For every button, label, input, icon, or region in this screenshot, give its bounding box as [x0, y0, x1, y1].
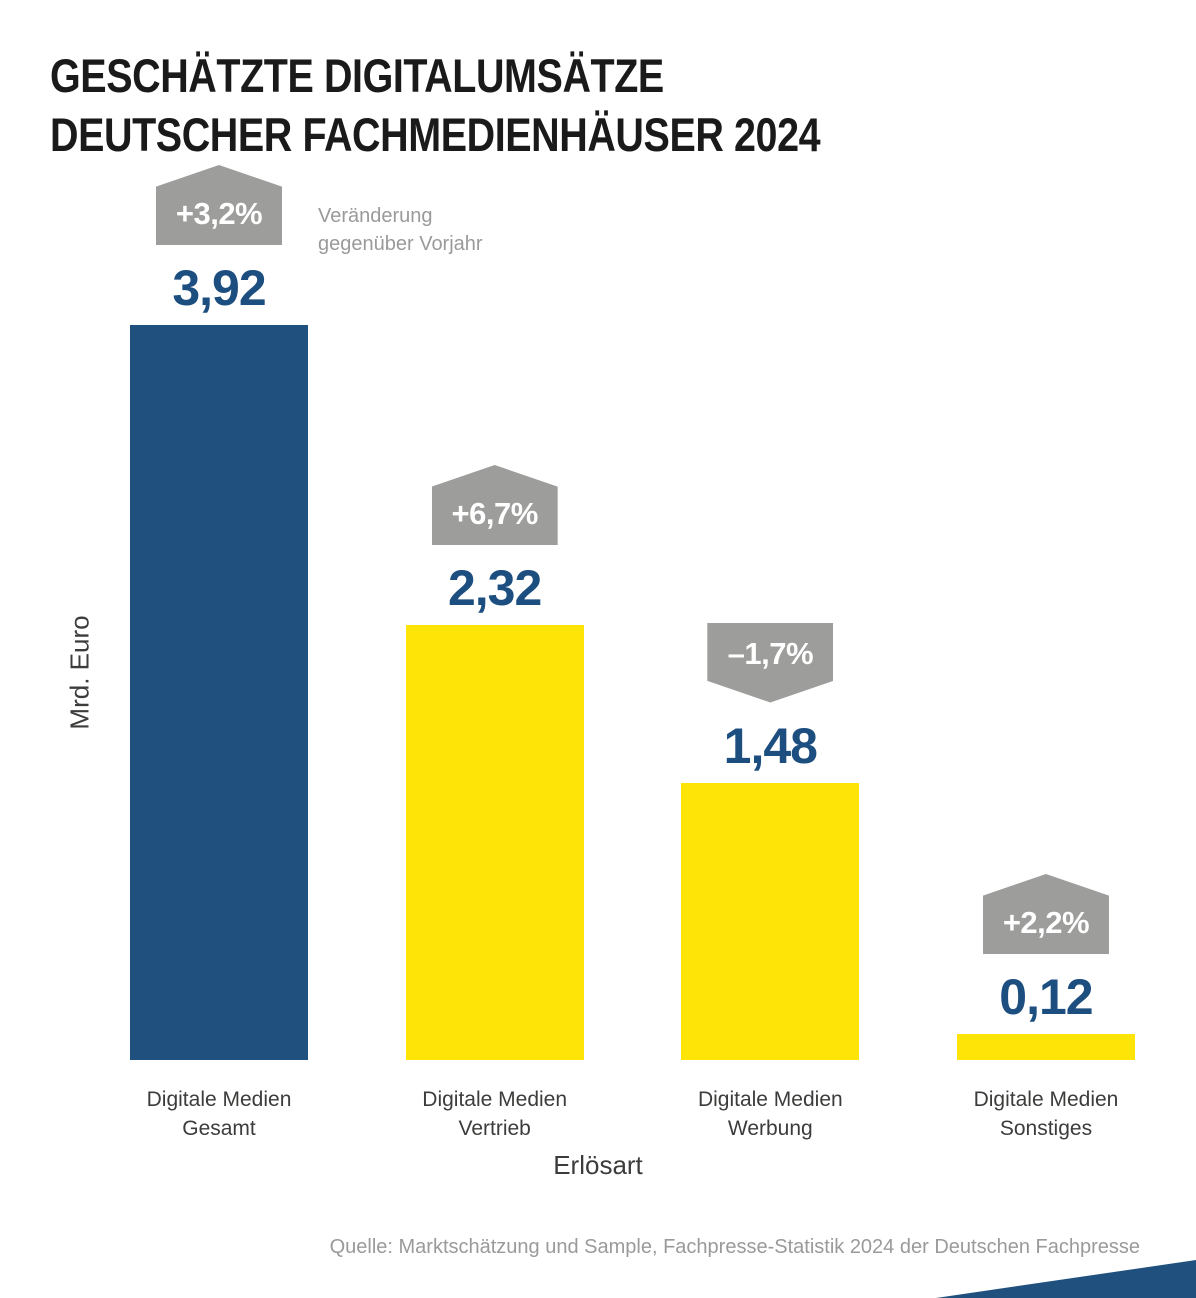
bar	[405, 625, 584, 1060]
bar	[681, 782, 860, 1060]
category-label-line2: Werbung	[727, 1117, 813, 1140]
chart-area: +3,2% 3,92 +6,7% 2,32 –1,7% 1,48 +2,2% 0…	[130, 165, 1135, 1060]
category-label-line2: Vertrieb	[458, 1117, 531, 1140]
category-label-line2: Gesamt	[182, 1117, 256, 1140]
source-text: Quelle: Marktschätzung und Sample, Fachp…	[329, 1236, 1140, 1258]
change-badge-label: +2,2%	[1002, 905, 1090, 940]
bar-column-werbung: –1,7% 1,48	[681, 622, 860, 1060]
category-label: Digitale Medien Gesamt	[130, 1085, 308, 1143]
page-title-line1: GESCHÄTZTE DIGITALUMSÄTZE	[50, 49, 664, 102]
value-label: 1,48	[723, 717, 818, 774]
corner-accent-shape	[936, 1260, 1196, 1298]
page-title: GESCHÄTZTE DIGITALUMSÄTZE DEUTSCHER FACH…	[50, 46, 821, 164]
change-badge: –1,7%	[707, 622, 834, 703]
change-badge: +6,7%	[431, 465, 558, 545]
change-badge: +2,2%	[982, 874, 1109, 954]
category-label: Digitale Medien Vertrieb	[406, 1085, 584, 1143]
bar-column-gesamt: +3,2% 3,92	[130, 165, 308, 1060]
bar-column-sonstiges: +2,2% 0,12	[956, 874, 1135, 1060]
change-badge: +3,2%	[156, 165, 282, 245]
category-label-line1: Digitale Medien	[973, 1088, 1119, 1111]
category-label: Digitale Medien Werbung	[681, 1085, 859, 1143]
change-legend-note: Veränderung gegenüber Vorjahr	[318, 202, 483, 258]
y-axis-label: Mrd. Euro	[64, 615, 95, 730]
bar	[956, 1034, 1135, 1060]
value-label: 2,32	[447, 560, 542, 616]
change-badge-label: –1,7%	[727, 635, 814, 671]
category-label-line1: Digitale Medien	[422, 1088, 568, 1111]
bar	[130, 325, 308, 1060]
change-legend-note-line1: Veränderung	[318, 205, 433, 227]
category-label: Digitale Medien Sonstiges	[957, 1085, 1135, 1143]
category-labels-row: Digitale Medien Gesamt Digitale Medien V…	[130, 1085, 1135, 1143]
x-axis-label: Erlösart	[553, 1150, 643, 1180]
change-badge-label: +3,2%	[175, 196, 263, 231]
page-title-line2: DEUTSCHER FACHMEDIENHÄUSER 2024	[50, 108, 821, 161]
change-badge-label: +6,7%	[451, 496, 539, 531]
bar-column-vertrieb: +6,7% 2,32	[405, 465, 584, 1060]
category-label-line2: Sonstiges	[999, 1117, 1093, 1140]
change-legend-note-line2: gegenüber Vorjahr	[318, 233, 483, 255]
value-label: 3,92	[172, 260, 266, 316]
category-label-line1: Digitale Medien	[697, 1088, 843, 1111]
category-label-line1: Digitale Medien	[146, 1088, 292, 1111]
value-label: 0,12	[999, 969, 1093, 1025]
